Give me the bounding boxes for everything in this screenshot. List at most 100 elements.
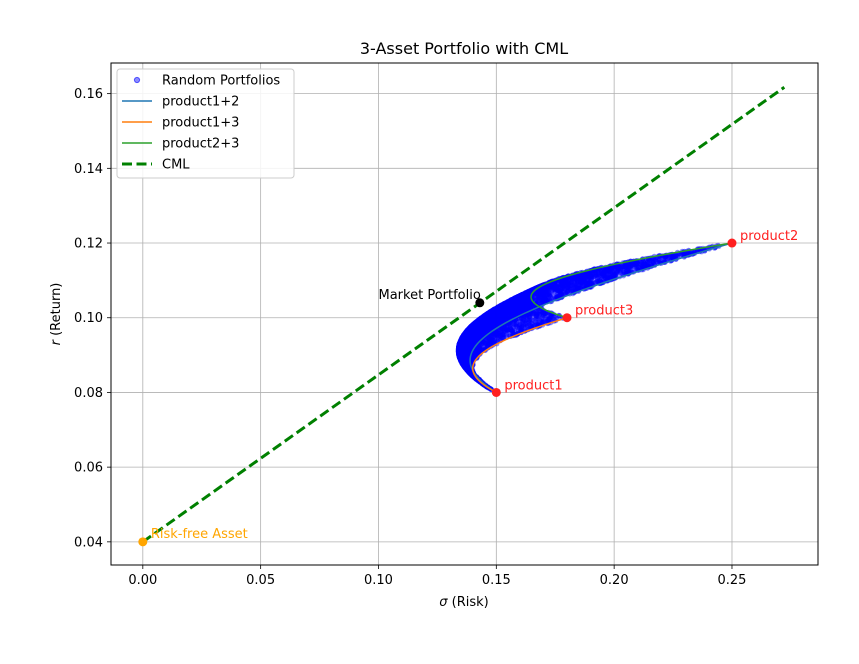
random-portfolio-point [519, 296, 525, 302]
random-portfolio-point [602, 272, 608, 279]
random-portfolio-point [500, 331, 506, 337]
random-portfolio-point [509, 328, 516, 334]
random-portfolio-point [512, 296, 518, 303]
random-portfolio-point [460, 350, 467, 356]
random-portfolio-point [526, 289, 532, 295]
random-portfolio-point [472, 337, 478, 343]
random-portfolio-point [482, 322, 488, 328]
random-portfolio-point [552, 281, 558, 287]
random-portfolio-point [455, 346, 462, 352]
random-portfolio-point [486, 337, 492, 343]
random-portfolio-point [493, 333, 499, 339]
random-portfolio-point [523, 322, 529, 328]
random-portfolio-point [512, 309, 519, 315]
random-portfolio-point [548, 294, 554, 300]
random-portfolio-point [587, 282, 593, 288]
random-portfolio-point [510, 297, 516, 303]
random-portfolio-point [474, 324, 480, 330]
random-portfolio-point [471, 321, 477, 327]
random-portfolio-point [570, 288, 576, 294]
random-portfolio-point [650, 258, 656, 264]
random-portfolio-point [478, 316, 484, 322]
random-portfolio-point [472, 320, 478, 327]
random-portfolio-point [516, 301, 523, 308]
random-portfolio-point [509, 328, 516, 334]
random-portfolio-point [521, 292, 528, 298]
random-portfolio-point [477, 328, 483, 334]
random-portfolio-point [458, 352, 464, 358]
random-portfolio-point [468, 340, 474, 347]
random-portfolio-point [460, 355, 466, 361]
random-portfolio-point [463, 361, 469, 367]
random-portfolio-point [512, 301, 518, 307]
random-portfolio-point [631, 264, 637, 270]
random-portfolio-point [639, 264, 645, 270]
random-portfolio-point [457, 342, 464, 348]
random-portfolio-point [461, 352, 467, 358]
random-portfolio-point [469, 326, 475, 332]
random-portfolio-point [514, 297, 520, 303]
random-portfolio-point [666, 254, 673, 260]
random-portfolio-point [522, 290, 528, 296]
random-portfolio-point [473, 320, 480, 326]
random-portfolio-point [588, 273, 594, 279]
random-portfolio-point [577, 272, 583, 278]
random-portfolio-point [464, 327, 471, 333]
random-portfolio-point [508, 304, 514, 310]
random-portfolio-point [460, 362, 466, 368]
random-portfolio-point [470, 331, 476, 337]
random-portfolio-point [465, 329, 471, 335]
random-portfolio-point [519, 318, 526, 324]
random-portfolio-point [478, 315, 484, 321]
random-portfolio-point [456, 350, 462, 356]
random-portfolio-point [521, 292, 527, 298]
random-portfolio-point [602, 274, 608, 280]
random-portfolio-point [469, 344, 475, 350]
random-portfolio-point [503, 315, 509, 321]
random-portfolio-point [604, 271, 610, 277]
random-portfolio-point [492, 307, 498, 313]
random-portfolio-point [469, 341, 475, 347]
random-portfolio-point [517, 293, 523, 299]
random-portfolio-point [485, 311, 491, 317]
random-portfolio-point [462, 331, 468, 338]
random-portfolio-point [606, 266, 613, 272]
random-portfolio-point [517, 297, 523, 303]
random-portfolio-point [500, 308, 507, 314]
random-portfolio-point [516, 294, 523, 300]
random-portfolio-point [485, 314, 491, 320]
random-portfolio-point [518, 296, 524, 302]
random-portfolio-point [507, 299, 513, 305]
random-portfolio-point [491, 323, 497, 330]
random-portfolio-point [574, 277, 580, 284]
random-portfolio-point [464, 367, 470, 373]
random-portfolio-point [458, 352, 464, 358]
random-portfolio-point [481, 329, 487, 335]
random-portfolio-point [589, 274, 595, 280]
random-portfolio-point [494, 306, 500, 312]
random-portfolio-point [458, 348, 464, 354]
random-portfolio-point [594, 278, 600, 284]
random-portfolio-point [467, 327, 474, 333]
random-portfolio-point [500, 305, 506, 311]
random-portfolio-point [463, 329, 469, 335]
random-portfolio-point [513, 295, 519, 301]
random-portfolio-point [464, 344, 470, 350]
random-portfolio-point [536, 291, 542, 297]
random-portfolio-point [473, 321, 479, 327]
random-portfolio-point [459, 355, 465, 361]
random-portfolio-point [456, 347, 462, 353]
random-portfolio-point [486, 320, 492, 326]
random-portfolio-point [460, 354, 466, 360]
random-portfolio-point [650, 260, 656, 266]
random-portfolio-point [462, 355, 468, 361]
random-portfolio-point [455, 349, 462, 355]
random-portfolio-point [539, 290, 546, 296]
random-portfolio-point [461, 349, 467, 355]
random-portfolio-point [456, 351, 462, 357]
random-portfolio-point [457, 352, 463, 359]
random-portfolio-point [569, 288, 575, 294]
random-portfolio-point [512, 298, 518, 304]
random-portfolio-point [532, 286, 538, 292]
